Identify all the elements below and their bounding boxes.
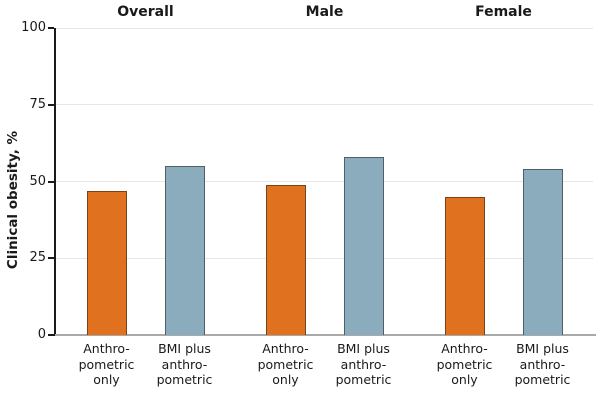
y-axis-title: Clinical obesity, % [5, 130, 21, 270]
x-tick-label-line: anthro- [340, 356, 387, 372]
bar-female-anthropometric-only [444, 196, 485, 335]
x-tick-label-line: pometric [514, 372, 571, 387]
x-tick-label-line: Anthro- [83, 341, 130, 356]
group-title-male: Male [305, 4, 344, 20]
x-tick-label-line: pometric [335, 372, 392, 387]
group-title-female: Female [475, 4, 532, 20]
x-tick-label-male-anthropometric-only: Anthro-pometric only [239, 341, 333, 388]
gridline-50 [56, 181, 593, 182]
x-tick-label-line: only [272, 372, 299, 387]
x-tick-label-overall-anthropometric-only: Anthro-pometric only [60, 341, 154, 388]
y-tick-mark-25 [48, 257, 54, 260]
y-tick-label-50: 50 [29, 173, 46, 189]
x-tick-label-line: anthro- [161, 356, 208, 372]
x-tick-label-line: only [451, 372, 478, 387]
y-axis-line [54, 28, 56, 336]
x-tick-label-line: pometric [156, 372, 213, 387]
x-tick-label-line: Anthro- [441, 341, 488, 356]
y-tick-mark-100 [48, 27, 54, 29]
bar-male-anthropometric-only [265, 184, 306, 335]
x-tick-label-male-bmi-plus-anthropometric: BMI plus anthro-pometric [317, 341, 411, 388]
gridline-100 [56, 27, 593, 29]
x-tick-label-line: BMI plus [516, 341, 569, 356]
bar-overall-bmi-plus-anthropometric [164, 166, 205, 335]
x-tick-label-line: pometric [78, 356, 135, 372]
group-title-overall: Overall [117, 4, 174, 20]
gridline-75 [56, 104, 593, 106]
bar-overall-anthropometric-only [86, 190, 127, 335]
x-tick-label-overall-bmi-plus-anthropometric: BMI plus anthro-pometric [138, 341, 232, 388]
x-tick-label-line: BMI plus [158, 341, 211, 356]
y-tick-label-25: 25 [29, 250, 46, 266]
y-tick-label-100: 100 [21, 20, 46, 35]
x-axis-baseline [55, 334, 596, 336]
bar-male-bmi-plus-anthropometric [343, 156, 384, 335]
y-tick-mark-0 [48, 334, 54, 336]
y-tick-mark-50 [48, 180, 54, 183]
x-tick-label-line: Anthro- [262, 341, 309, 356]
y-tick-label-75: 75 [29, 96, 46, 112]
x-tick-label-line: anthro- [519, 356, 566, 372]
x-tick-label-line: pometric [436, 356, 493, 372]
gridline-25 [56, 257, 593, 259]
bar-female-bmi-plus-anthropometric [522, 169, 563, 335]
x-tick-label-line: pometric [257, 356, 314, 372]
x-tick-label-line: only [93, 372, 120, 387]
x-tick-label-female-bmi-plus-anthropometric: BMI plus anthro-pometric [496, 341, 590, 388]
x-tick-label-line: BMI plus [337, 341, 390, 356]
y-tick-label-0: 0 [37, 327, 46, 342]
x-tick-label-female-anthropometric-only: Anthro-pometric only [418, 341, 512, 388]
plot-area [48, 27, 596, 336]
y-tick-mark-75 [48, 103, 54, 106]
